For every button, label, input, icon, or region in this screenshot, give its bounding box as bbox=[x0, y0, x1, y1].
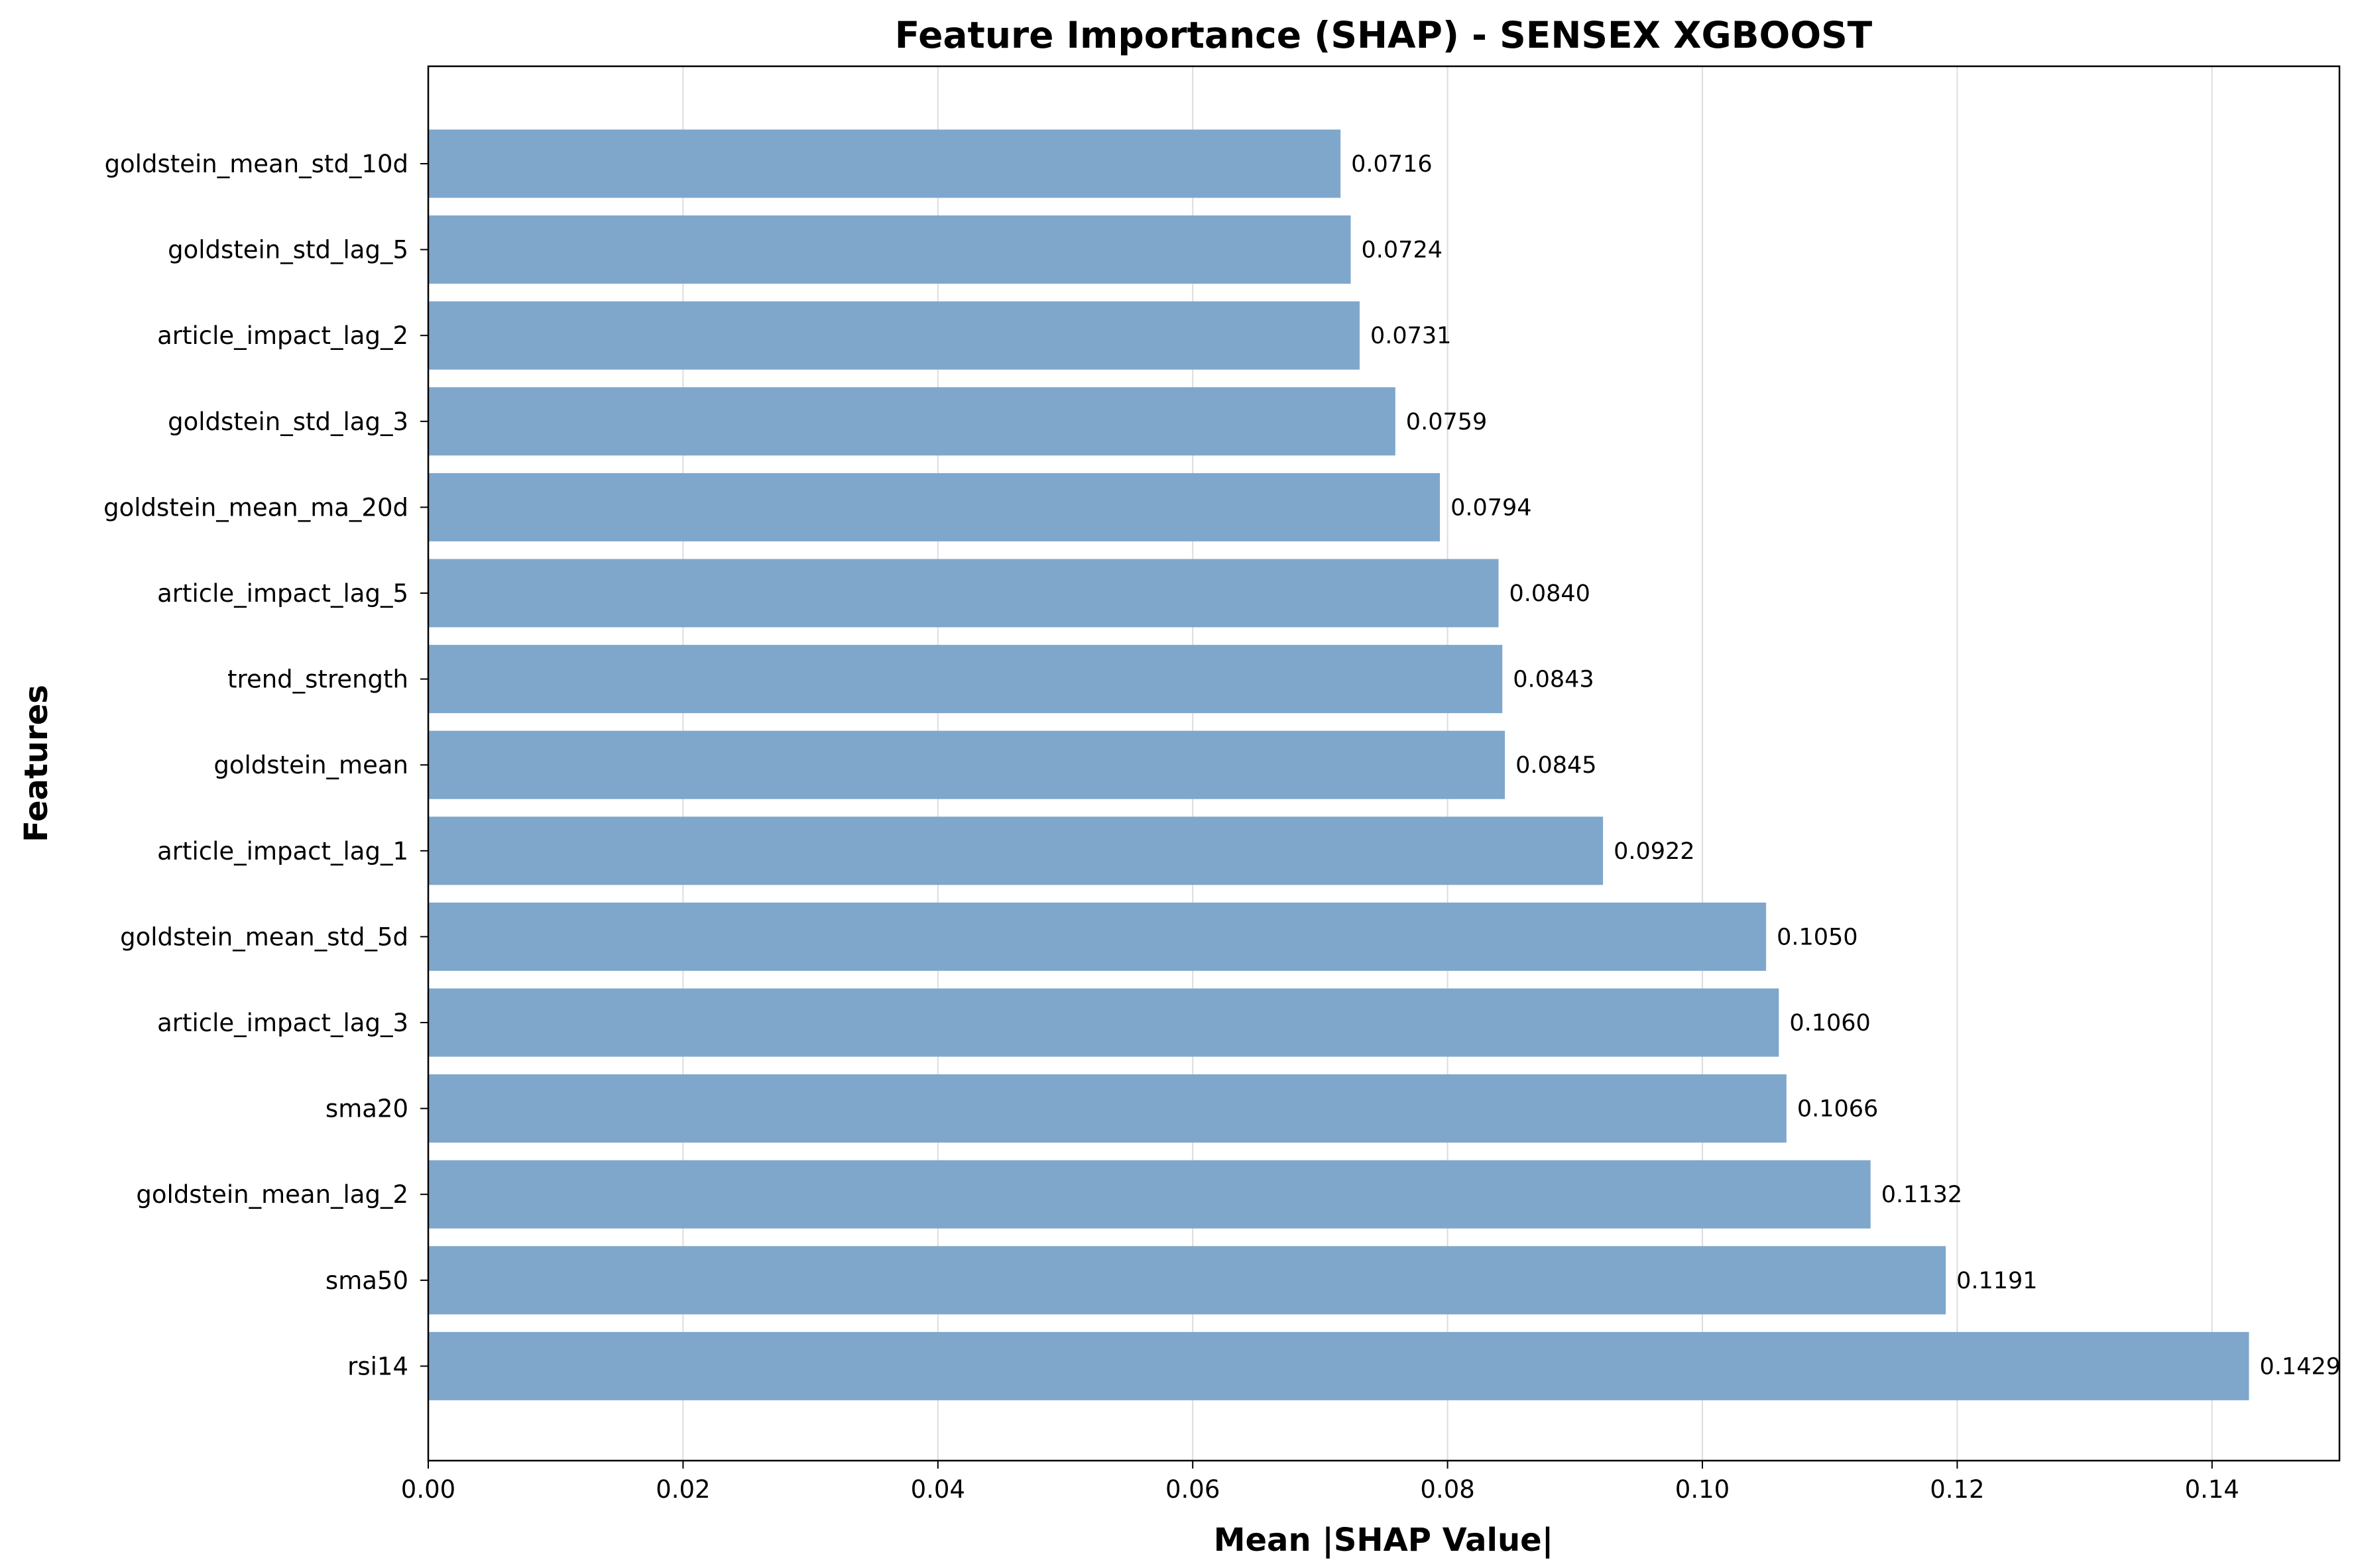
x-tick-label: 0.06 bbox=[1165, 1475, 1220, 1504]
y-axis-ticks: goldstein_mean_std_10d goldstein_std_lag_… bbox=[103, 150, 428, 1380]
value-labels: 0.0716 0.0724 0.0731 0.0759 0.0794 0.0840 0.08… bbox=[1351, 151, 2341, 1380]
bar-goldstein-mean-std-5d bbox=[428, 902, 1767, 971]
bar-value-label: 0.0840 bbox=[1509, 581, 1590, 607]
y-tick-label: article_impact_lag_2 bbox=[157, 321, 408, 350]
y-tick-label: goldstein_mean_std_10d bbox=[105, 150, 408, 178]
y-tick-label: goldstein_mean bbox=[213, 751, 408, 779]
bar-value-label: 0.1060 bbox=[1789, 1010, 1870, 1036]
bar-article-impact-lag-5 bbox=[428, 559, 1499, 628]
bar-trend-strength bbox=[428, 645, 1503, 714]
x-tick-label: 0.00 bbox=[401, 1475, 455, 1504]
x-tick-label: 0.04 bbox=[911, 1475, 965, 1504]
y-tick-label: article_impact_lag_3 bbox=[157, 1009, 408, 1037]
bar-goldstein-mean-std-10d bbox=[428, 129, 1341, 198]
bar-value-label: 0.1429 bbox=[2260, 1353, 2341, 1380]
y-tick-label: sma50 bbox=[325, 1266, 408, 1295]
bar-value-label: 0.0716 bbox=[1351, 151, 1432, 178]
x-axis-title: Mean |SHAP Value| bbox=[1214, 1522, 1554, 1559]
y-tick-label: article_impact_lag_5 bbox=[157, 579, 408, 608]
bar-article-impact-lag-3 bbox=[428, 988, 1779, 1057]
x-tick-label: 0.12 bbox=[1930, 1475, 1984, 1504]
bar-article-impact-lag-2 bbox=[428, 301, 1360, 370]
bar-value-label: 0.1191 bbox=[1956, 1268, 2037, 1294]
bar-rsi14 bbox=[428, 1331, 2249, 1400]
x-tick-label: 0.10 bbox=[1675, 1475, 1730, 1504]
bar-value-label: 0.0794 bbox=[1450, 494, 1531, 521]
plot-frame bbox=[427, 65, 2341, 1462]
bar-sma20 bbox=[428, 1074, 1787, 1143]
bar-goldstein-mean-lag-2 bbox=[428, 1160, 1871, 1229]
bar-value-label: 0.0922 bbox=[1614, 838, 1694, 865]
bar-goldstein-std-lag-5 bbox=[428, 215, 1351, 284]
bar-value-label: 0.1132 bbox=[1881, 1182, 1962, 1208]
y-tick-label: sma20 bbox=[325, 1095, 408, 1123]
bar-value-label: 0.0843 bbox=[1513, 667, 1594, 693]
bar-sma50 bbox=[428, 1246, 1946, 1315]
x-tick-label: 0.08 bbox=[1420, 1475, 1474, 1504]
bar-value-label: 0.1050 bbox=[1777, 924, 1858, 950]
y-tick-label: goldstein_std_lag_5 bbox=[168, 236, 408, 264]
bar-value-label: 0.0731 bbox=[1370, 323, 1451, 349]
x-tick-label: 0.14 bbox=[2185, 1475, 2239, 1504]
y-tick-label: goldstein_mean_lag_2 bbox=[136, 1180, 408, 1209]
y-tick-label: goldstein_mean_ma_20d bbox=[103, 493, 408, 522]
y-tick-label: trend_strength bbox=[227, 665, 408, 694]
bar-goldstein-mean-ma-20d bbox=[428, 473, 1441, 541]
y-axis-title: Features bbox=[18, 685, 55, 842]
y-tick-label: rsi14 bbox=[347, 1352, 408, 1380]
bar-value-label: 0.0724 bbox=[1362, 237, 1443, 264]
bar-value-label: 0.1066 bbox=[1797, 1096, 1878, 1123]
y-tick-label: article_impact_lag_1 bbox=[157, 837, 408, 866]
bars bbox=[428, 129, 2249, 1400]
x-axis-ticks: 0.00 0.02 0.04 0.06 0.08 0.10 0.12 0.14 bbox=[401, 1461, 2239, 1504]
y-tick-label: goldstein_mean_std_5d bbox=[120, 923, 408, 951]
bar-goldstein-std-lag-3 bbox=[428, 387, 1395, 456]
bar-article-impact-lag-1 bbox=[428, 816, 1604, 885]
bar-goldstein-mean bbox=[428, 730, 1505, 799]
y-tick-label: goldstein_std_lag_3 bbox=[168, 408, 408, 436]
x-tick-label: 0.02 bbox=[656, 1475, 710, 1504]
bar-value-label: 0.0845 bbox=[1515, 752, 1596, 779]
chart-title: Feature Importance (SHAP) - SENSEX XGBOO… bbox=[895, 14, 1873, 56]
bar-value-label: 0.0759 bbox=[1406, 409, 1487, 435]
